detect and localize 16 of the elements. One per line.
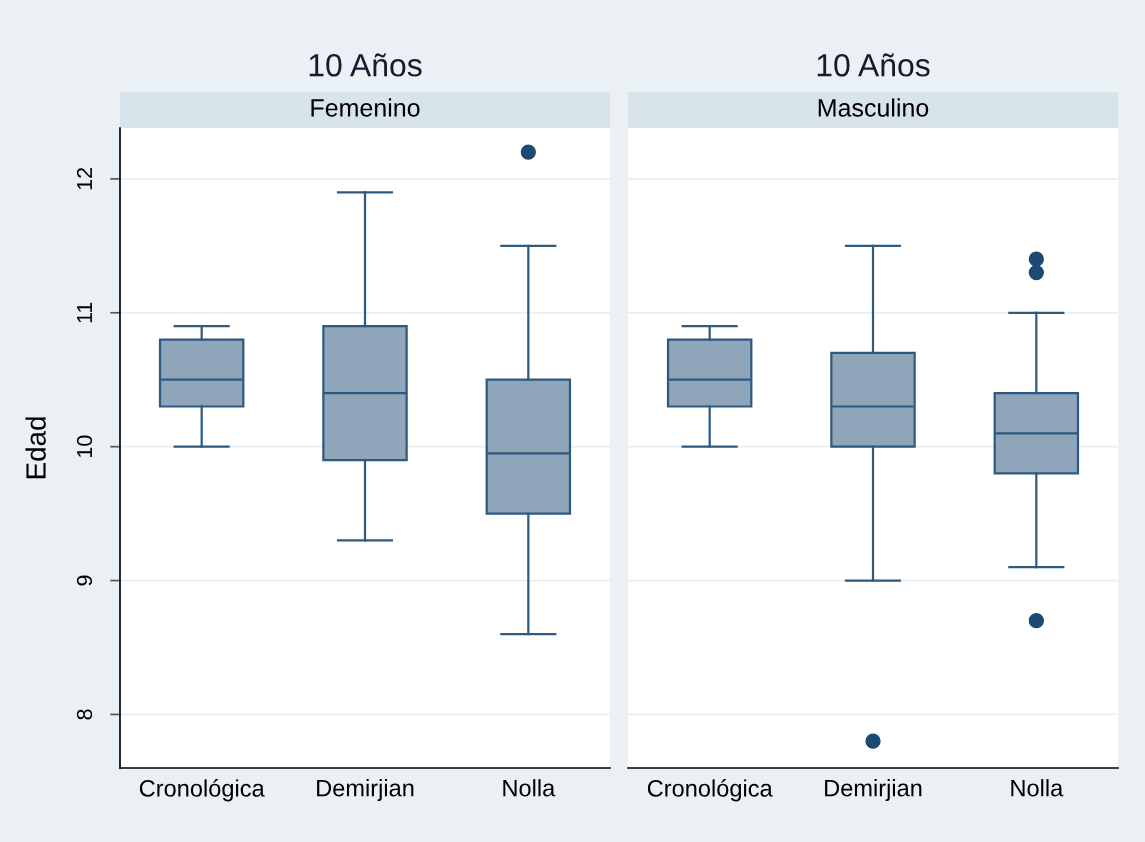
x-tick-label: Cronológica <box>647 779 773 802</box>
chart-subtitle: Femenino <box>311 98 420 117</box>
y-tick-label: 10 <box>76 435 93 457</box>
chart-title: 10 Años <box>309 53 422 77</box>
y-tick-label: 8 <box>76 709 93 720</box>
y-axis-title: Edad <box>25 417 46 479</box>
x-tick-label: Nolla <box>1011 779 1064 797</box>
x-tick-label: Cronológica <box>139 779 265 802</box>
x-tick-label: Demirjian <box>317 779 414 802</box>
x-tick-label: Demirjian <box>825 779 922 802</box>
chart-title: 10 Años <box>817 53 930 77</box>
x-tick-label: Nolla <box>503 779 556 797</box>
y-tick-label: 9 <box>76 575 93 586</box>
chart-subtitle: Masculino <box>818 98 929 117</box>
y-tick-label: 12 <box>76 167 92 190</box>
y-tick-label: 11 <box>77 302 92 323</box>
